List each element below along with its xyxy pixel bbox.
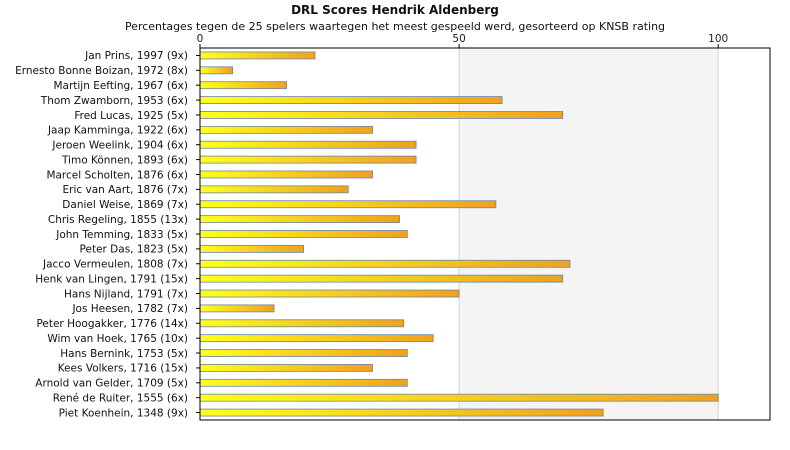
bar — [199, 274, 564, 283]
bar — [199, 304, 275, 313]
category-label: Wim van Hoek, 1765 (10x) — [47, 333, 188, 345]
bar — [199, 319, 405, 328]
category-label: Piet Koenhein, 1348 (9x) — [59, 407, 188, 419]
bar — [199, 125, 373, 134]
category-label: Peter Das, 1823 (5x) — [80, 244, 188, 256]
bar — [199, 364, 373, 372]
category-label: Martijn Eefting, 1967 (6x) — [53, 80, 188, 92]
category-label: Henk van Lingen, 1791 (15x) — [35, 273, 188, 285]
category-label: Jacco Vermeulen, 1808 (7x) — [42, 259, 188, 271]
bar — [199, 66, 234, 75]
bar — [199, 170, 373, 179]
tick-label: 100 — [708, 33, 728, 45]
bar — [199, 378, 408, 387]
plot-band — [718, 48, 770, 420]
bar — [199, 230, 408, 238]
category-label: Timo Können, 1893 (6x) — [61, 154, 188, 166]
bar — [199, 111, 564, 119]
category-label: Thom Zwamborn, 1953 (6x) — [40, 95, 188, 107]
bar — [199, 334, 434, 343]
category-label: Ernesto Bonne Boizan, 1972 (8x) — [15, 65, 188, 77]
plot-band — [459, 48, 719, 420]
category-label: Jos Heesen, 1782 (7x) — [71, 303, 188, 315]
bar — [199, 96, 503, 104]
bar — [199, 140, 417, 149]
category-label: Chris Regeling, 1855 (13x) — [48, 214, 188, 226]
bar — [199, 155, 417, 164]
bar — [199, 185, 349, 194]
category-label: Kees Volkers, 1716 (15x) — [58, 363, 188, 375]
category-label: Peter Hoogakker, 1776 (14x) — [36, 318, 188, 330]
category-label: Jeroen Weelink, 1904 (6x) — [51, 140, 188, 152]
category-label: Jan Prins, 1997 (9x) — [84, 50, 188, 62]
category-label: René de Ruiter, 1555 (6x) — [53, 392, 188, 404]
bar — [199, 289, 460, 298]
category-label: Hans Nijland, 1791 (7x) — [64, 288, 188, 300]
category-label: Jaap Kamminga, 1922 (6x) — [47, 125, 188, 137]
category-label: Eric van Aart, 1876 (7x) — [63, 184, 189, 196]
bar — [199, 200, 497, 209]
category-label: John Temming, 1833 (5x) — [55, 229, 188, 241]
category-label: Fred Lucas, 1925 (5x) — [74, 110, 188, 122]
bar — [199, 51, 316, 60]
tick-label: 0 — [197, 33, 204, 45]
tick-label: 50 — [452, 33, 465, 45]
category-label: Hans Bernink, 1753 (5x) — [60, 348, 188, 360]
bar — [199, 259, 571, 268]
bar — [199, 349, 408, 357]
category-label: Marcel Scholten, 1876 (6x) — [46, 169, 188, 181]
bar — [199, 215, 400, 224]
chart-subtitle: Percentages tegen de 25 spelers waartege… — [124, 20, 666, 33]
bar — [199, 393, 719, 402]
bar — [199, 81, 287, 90]
category-label: Arnold van Gelder, 1709 (5x) — [35, 378, 188, 390]
bar — [199, 244, 305, 253]
chart-title: DRL Scores Hendrik Aldenberg — [291, 3, 499, 17]
category-label: Daniel Weise, 1869 (7x) — [62, 199, 188, 211]
bar — [199, 408, 604, 417]
